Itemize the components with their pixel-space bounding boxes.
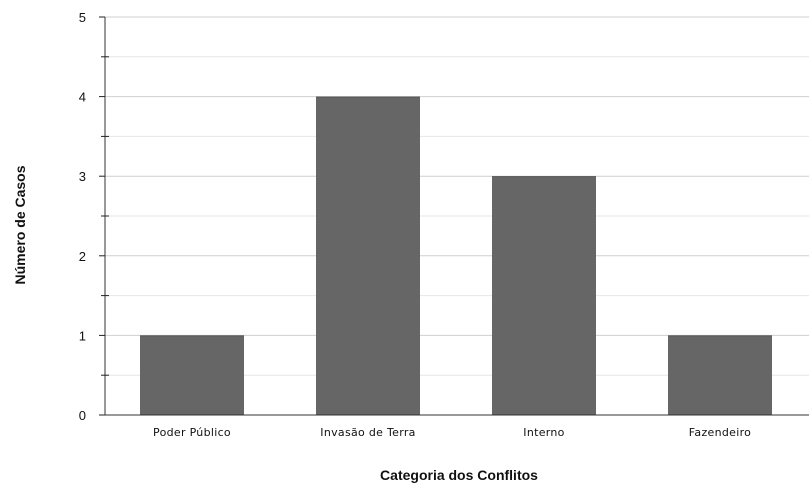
- bar-fazendeiro: [668, 335, 772, 415]
- axes: [99, 16, 809, 416]
- y-tick-label: 5: [79, 10, 86, 25]
- x-tick-labels: Poder Público Invasão de Terra Interno Faze…: [153, 426, 751, 439]
- x-tick-label: Interno: [523, 426, 564, 439]
- x-axis-title: Categoria dos Conflitos: [380, 467, 538, 483]
- y-tick-label: 1: [79, 328, 86, 343]
- bar-invas-o-de-terra: [316, 96, 420, 415]
- y-tick-label: 2: [79, 249, 86, 264]
- gridlines: [105, 16, 809, 376]
- y-tick-label: 3: [79, 169, 86, 184]
- y-tick-labels: 0 1 2 3 4 5: [79, 10, 86, 423]
- x-tick-label: Fazendeiro: [689, 426, 751, 439]
- y-axis-title: Número de Casos: [12, 165, 28, 284]
- y-tick-label: 0: [79, 408, 86, 423]
- x-tick-label: Invasão de Terra: [320, 426, 415, 439]
- bar-interno: [492, 176, 596, 415]
- bar-poder-p-blico: [140, 335, 244, 415]
- y-tick-label: 4: [79, 90, 86, 105]
- x-tick-label: Poder Público: [153, 426, 231, 439]
- bars: [140, 96, 772, 415]
